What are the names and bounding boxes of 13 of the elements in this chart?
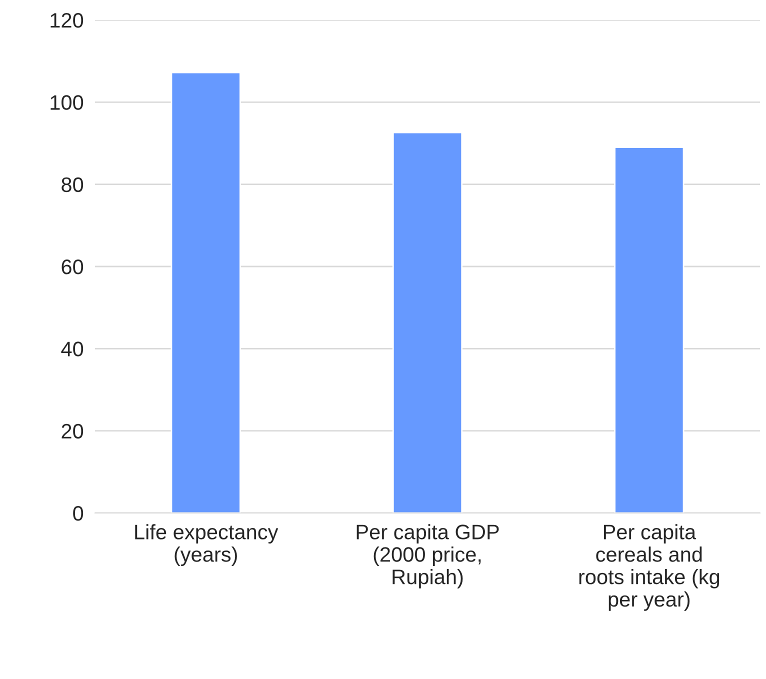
y-tick-label: 100 [50, 95, 84, 110]
y-tick-label: 40 [61, 342, 84, 356]
y-tick-label: 120 [50, 13, 84, 28]
x-tick-label: Per capita GDP (2000 price, Rupiah) [356, 524, 499, 588]
bar [392, 132, 463, 513]
bar [170, 72, 241, 513]
y-tick-label: 60 [62, 260, 84, 274]
y-tick-label: 80 [62, 177, 84, 192]
bar [614, 146, 684, 513]
y-tick-label: 0 [73, 506, 84, 521]
x-tick-label: Life expectancy (years) [135, 524, 278, 566]
y-tick-label: 20 [62, 424, 84, 439]
x-tick-label: Per capita cereals and roots intake (kg per year) [579, 524, 720, 611]
